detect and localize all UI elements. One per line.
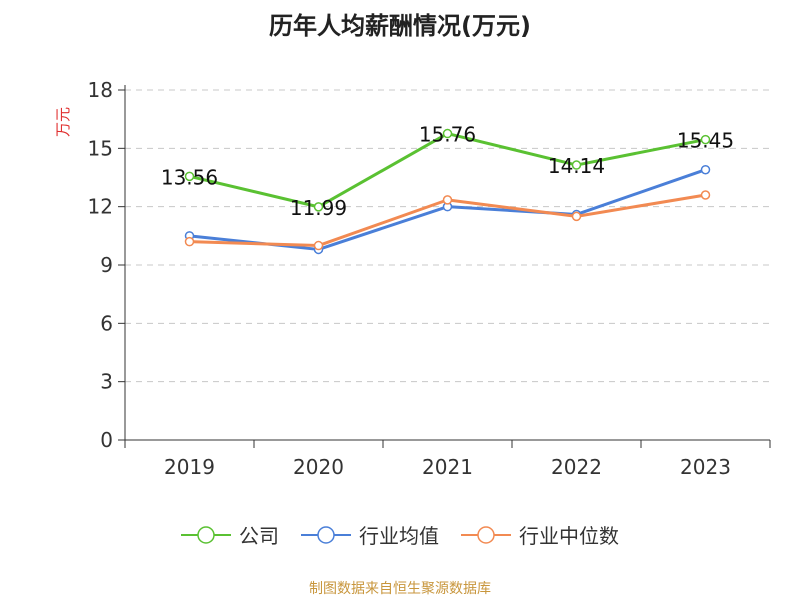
data-point <box>313 202 324 212</box>
data-label: 13.56 <box>161 165 218 189</box>
legend-item[interactable]: 公司 <box>181 520 279 549</box>
x-tick-label: 2023 <box>680 455 731 479</box>
data-point <box>700 134 711 145</box>
legend-item[interactable]: 行业均值 <box>301 520 439 549</box>
y-tick-label: 18 <box>88 78 113 102</box>
data-point <box>184 236 195 247</box>
y-axis-label: 万元 <box>54 107 72 137</box>
data-label: 15.76 <box>419 123 476 147</box>
data-point <box>313 240 324 251</box>
data-label: 11.99 <box>290 196 347 220</box>
legend-label: 公司 <box>239 524 279 548</box>
legend-swatch-icon <box>181 525 231 544</box>
data-label: 14.14 <box>548 154 605 178</box>
y-tick-label: 3 <box>100 370 113 394</box>
data-point <box>184 171 195 182</box>
x-tick-label: 2019 <box>164 455 215 479</box>
y-tick-label: 9 <box>100 253 113 277</box>
legend-label: 行业均值 <box>359 524 439 548</box>
x-tick-label: 2021 <box>422 455 473 479</box>
x-tick-label: 2022 <box>551 455 602 479</box>
data-point <box>700 190 711 200</box>
data-point <box>442 128 453 139</box>
y-tick-label: 0 <box>100 428 113 452</box>
y-tick-label: 6 <box>100 311 113 335</box>
chart-title: 历年人均薪酬情况(万元) <box>269 12 531 40</box>
legend-swatch-icon <box>301 525 351 544</box>
data-point <box>571 160 582 170</box>
y-tick-label: 15 <box>88 136 113 160</box>
data-point <box>571 211 582 222</box>
x-tick-label: 2020 <box>293 455 344 479</box>
data-point <box>700 164 711 175</box>
legend-item[interactable]: 行业中位数 <box>461 520 619 549</box>
legend-swatch-icon <box>461 525 511 544</box>
y-tick-label: 12 <box>88 195 113 219</box>
chart-legend: 公司 行业均值 行业中位数 <box>0 520 800 549</box>
legend-label: 行业中位数 <box>519 524 619 548</box>
data-source-note: 制图数据来自恒生聚源数据库 <box>309 581 491 597</box>
data-point <box>442 195 453 205</box>
data-label: 15.45 <box>677 129 734 153</box>
